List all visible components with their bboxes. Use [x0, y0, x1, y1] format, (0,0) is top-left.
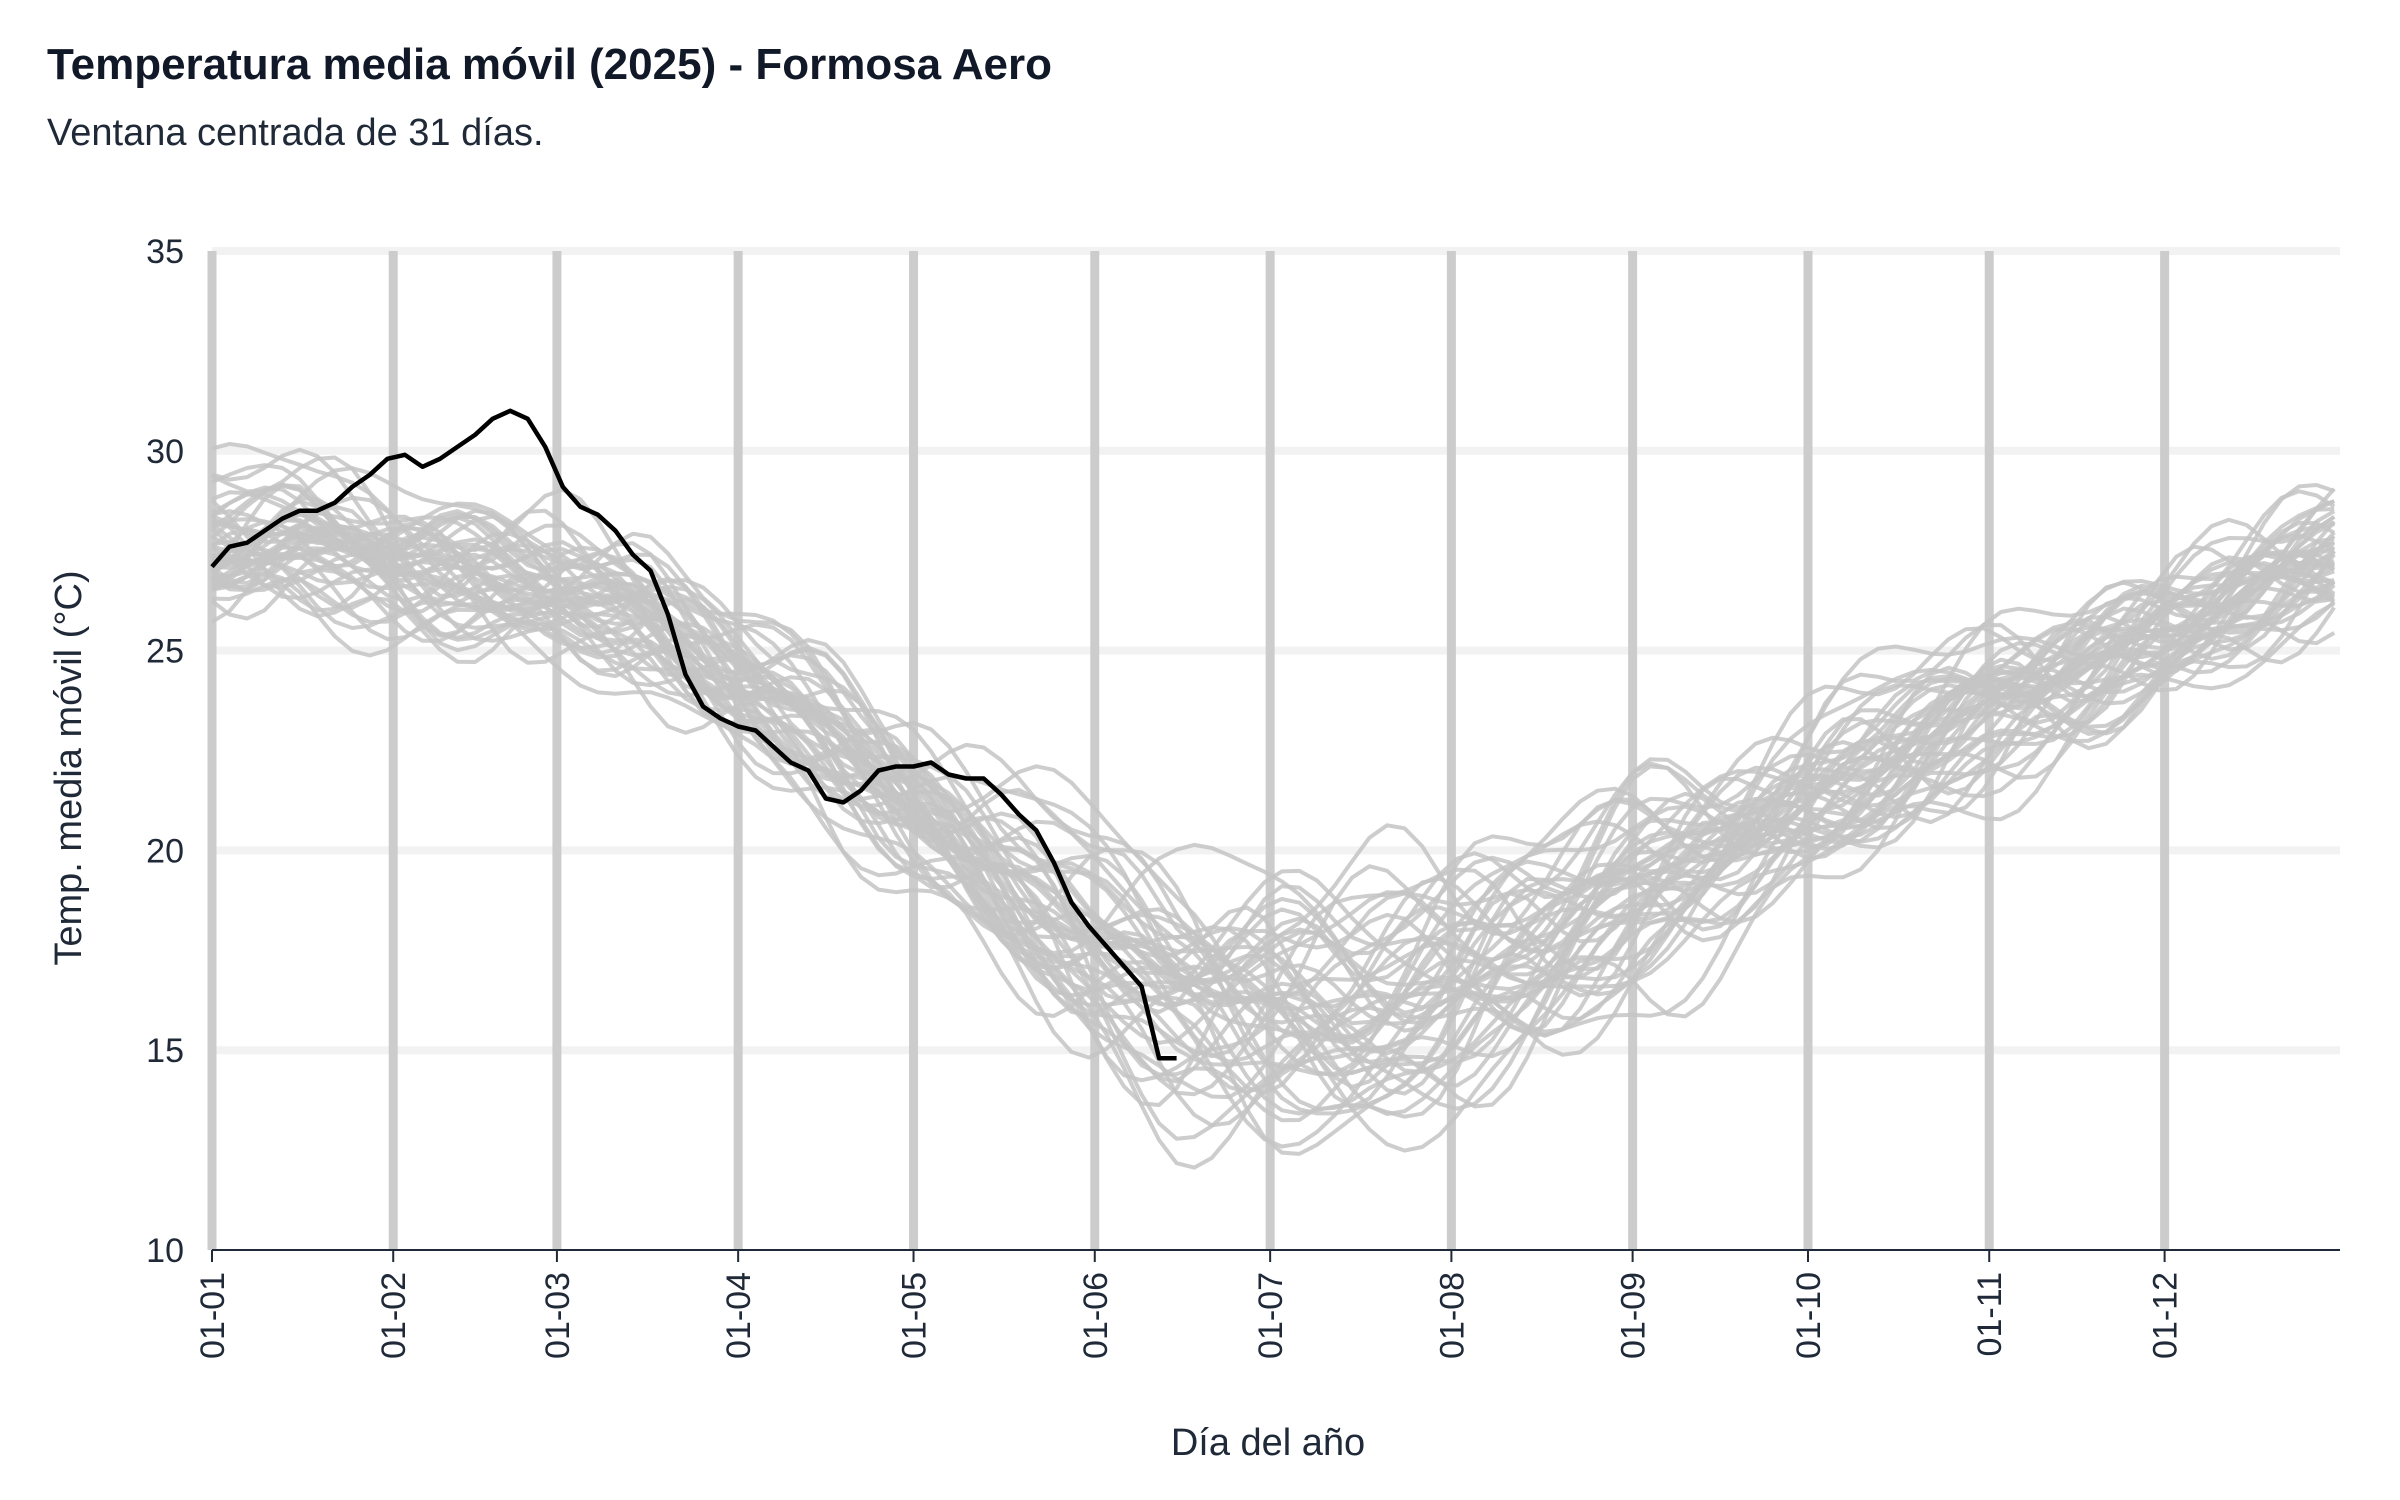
x-tick-label: 01-01: [194, 1272, 232, 1359]
historical-series: [210, 442, 2336, 1170]
history-line: [211, 547, 2335, 1045]
chart-title: Temperatura media móvil (2025) - Formosa…: [47, 40, 1052, 89]
history-line: [210, 507, 2335, 1100]
x-tick-label: 01-08: [1433, 1272, 1471, 1359]
history-line: [210, 519, 2336, 1109]
x-axis-title: Día del año: [1171, 1422, 1365, 1464]
y-tick-label: 15: [146, 1032, 184, 1070]
x-tick-label: 01-12: [2147, 1272, 2185, 1359]
history-line: [210, 509, 2336, 1060]
y-axis-title: Temp. media móvil (°C): [48, 570, 90, 965]
y-tick-label: 35: [146, 233, 184, 271]
axes: 10 15 20 25 30 35 01-01 01-02 01-03 01-04 01-05 01-…: [146, 233, 2340, 1359]
y-tick-label: 25: [146, 633, 184, 671]
history-line: [211, 553, 2336, 1128]
x-tick-label: 01-10: [1790, 1272, 1828, 1359]
x-tick-label: 01-09: [1615, 1272, 1653, 1359]
chart-subtitle: Ventana centrada de 31 días.: [47, 112, 544, 154]
x-tick-label: 01-07: [1252, 1272, 1290, 1359]
history-line: [210, 520, 2335, 1076]
history-line: [210, 557, 2335, 1084]
y-tick-label: 10: [146, 1232, 184, 1270]
x-tick-label: 01-06: [1077, 1272, 1115, 1359]
x-tick-label: 01-02: [375, 1272, 413, 1359]
history-line: [211, 489, 2336, 985]
y-tick-label: 20: [146, 832, 184, 870]
x-tick-label: 01-05: [896, 1272, 934, 1359]
series-line-2025: [210, 408, 1177, 1061]
highlight-series: [210, 408, 1177, 1061]
month-lines: [207, 251, 2170, 1250]
history-line: [211, 504, 2335, 1074]
x-tick-label: 01-04: [720, 1272, 758, 1359]
x-tick-label: 01-11: [1971, 1272, 2009, 1356]
x-tick-label: 01-03: [539, 1272, 577, 1359]
y-tick-label: 30: [146, 433, 184, 471]
